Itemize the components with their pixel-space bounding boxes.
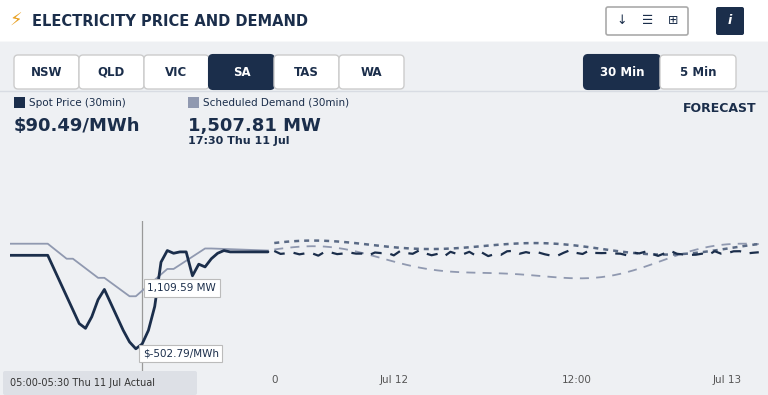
FancyBboxPatch shape [606,7,688,35]
Text: NSW: NSW [31,66,62,79]
Text: WA: WA [361,66,382,79]
FancyBboxPatch shape [14,55,79,89]
FancyBboxPatch shape [339,55,404,89]
Bar [14,97,25,108]
Text: 5 Min: 5 Min [680,66,717,79]
FancyBboxPatch shape [144,55,209,89]
FancyBboxPatch shape [660,55,736,89]
Bar [0,0,768,42]
Text: 1,109.59 MW: 1,109.59 MW [147,283,216,293]
Text: 17:30 Thu 11 Jul: 17:30 Thu 11 Jul [188,136,290,146]
Text: ↓: ↓ [617,15,627,28]
Text: ELECTRICITY PRICE AND DEMAND: ELECTRICITY PRICE AND DEMAND [32,13,308,28]
FancyBboxPatch shape [584,55,660,89]
Text: VIC: VIC [165,66,187,79]
Bar [188,97,199,108]
FancyBboxPatch shape [716,7,744,35]
Text: $-502.79/MWh: $-502.79/MWh [143,348,219,359]
Bar [0,42,768,90]
Text: ⊞: ⊞ [667,15,678,28]
Text: 1,507.81 MW: 1,507.81 MW [188,117,321,135]
FancyBboxPatch shape [79,55,144,89]
FancyBboxPatch shape [209,55,274,89]
Text: i: i [728,15,732,28]
Text: ⚡: ⚡ [10,12,22,30]
Text: Spot Price (30min): Spot Price (30min) [29,98,126,107]
Text: 30 Min: 30 Min [600,66,644,79]
Text: Scheduled Demand (30min): Scheduled Demand (30min) [203,98,349,107]
FancyBboxPatch shape [274,55,339,89]
FancyBboxPatch shape [3,371,197,395]
Text: FORECAST: FORECAST [684,102,756,115]
Text: QLD: QLD [98,66,125,79]
Text: 05:00-05:30 Thu 11 Jul Actual: 05:00-05:30 Thu 11 Jul Actual [10,378,155,388]
Text: TAS: TAS [294,66,319,79]
Text: SA: SA [233,66,250,79]
Text: $90.49/MWh: $90.49/MWh [14,117,141,135]
Text: ☰: ☰ [642,15,654,28]
